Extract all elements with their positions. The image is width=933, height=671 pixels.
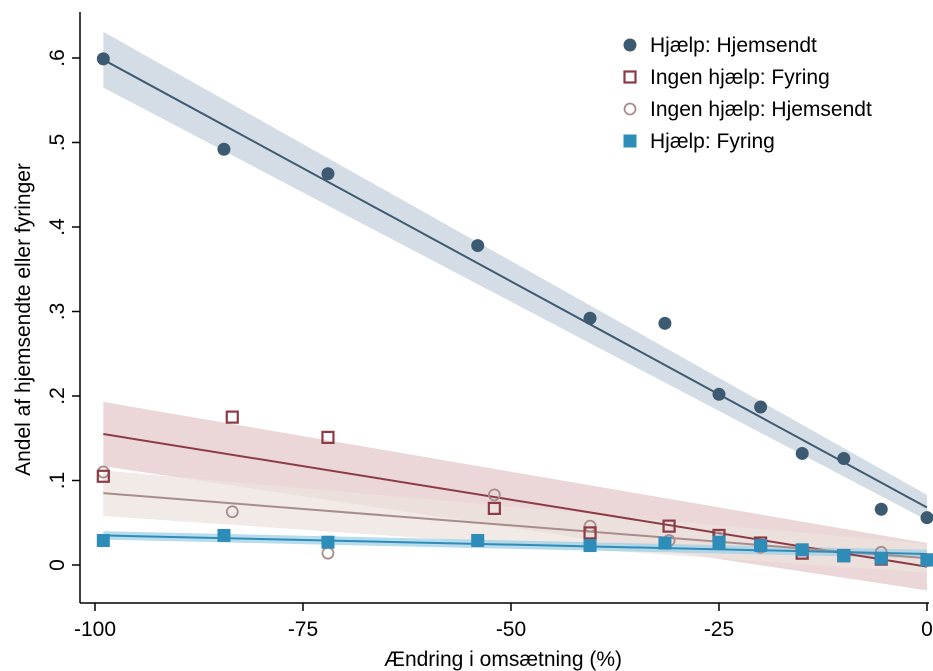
data-point xyxy=(658,316,672,330)
x-tick-label: -50 xyxy=(496,618,526,641)
axes: 0 .1 .2 .3 .4 .5 .6 -100 -75 -50 -25 0 Ændring i o… xyxy=(12,12,933,671)
data-point xyxy=(225,410,239,424)
x-axis-title: Ændring i omsætning (%) xyxy=(384,648,622,671)
data-point xyxy=(471,533,485,547)
data-point xyxy=(874,551,888,565)
data-point xyxy=(583,526,597,540)
data-point xyxy=(712,535,726,549)
legend-label: Hjælp: Hjemsendt xyxy=(650,34,817,57)
data-points xyxy=(96,52,933,568)
x-tick-label: -25 xyxy=(704,618,734,641)
y-axis-title: Andel af hjemsendte eller fyringer xyxy=(12,163,35,476)
y-tick-label: .2 xyxy=(46,387,69,405)
data-point xyxy=(471,239,485,253)
data-point xyxy=(795,446,809,460)
data-point xyxy=(662,519,676,533)
y-ticks: 0 .1 .2 .3 .4 .5 .6 xyxy=(46,49,80,571)
x-ticks: -100 -75 -50 -25 0 xyxy=(74,603,933,641)
data-point xyxy=(217,142,231,156)
legend-item: Hjælp: Hjemsendt xyxy=(623,34,817,57)
data-point xyxy=(712,387,726,401)
legend-item: Ingen hjælp: Hjemsendt xyxy=(623,98,872,121)
legend: Hjælp: Hjemsendt Ingen hjælp: Fyring Ingen… xyxy=(623,34,872,153)
fit-line xyxy=(103,492,928,560)
data-point xyxy=(217,528,231,542)
y-tick-label: .3 xyxy=(46,303,69,321)
data-point xyxy=(754,400,768,414)
data-point xyxy=(321,430,335,445)
y-tick-label: .4 xyxy=(46,218,69,236)
data-point xyxy=(837,452,851,466)
y-tick-label: 0 xyxy=(46,559,69,571)
data-point xyxy=(920,553,933,567)
data-point xyxy=(874,502,888,516)
fit-lines xyxy=(102,58,928,568)
data-point xyxy=(658,536,672,550)
legend-label: Ingen hjælp: Fyring xyxy=(650,66,830,89)
x-tick-label: -75 xyxy=(288,618,318,641)
fit-line xyxy=(103,534,928,556)
legend-marker xyxy=(623,70,637,84)
legend-marker xyxy=(623,102,637,116)
data-point xyxy=(225,505,239,519)
y-tick-label: .1 xyxy=(46,472,69,490)
legend-item: Hjælp: Fyring xyxy=(623,130,775,153)
data-point xyxy=(795,543,809,557)
data-point xyxy=(96,469,110,483)
x-tick-label: -100 xyxy=(74,618,116,641)
data-point xyxy=(487,501,501,515)
data-point xyxy=(321,535,335,549)
data-point xyxy=(754,539,768,553)
data-point xyxy=(96,52,110,66)
legend-marker xyxy=(623,38,637,52)
data-point xyxy=(583,519,597,533)
legend-label: Ingen hjælp: Hjemsendt xyxy=(650,98,872,121)
legend-item: Ingen hjælp: Fyring xyxy=(623,66,830,89)
data-point xyxy=(487,488,501,502)
data-point xyxy=(583,539,597,553)
fit-line xyxy=(102,58,928,509)
legend-label: Hjælp: Fyring xyxy=(650,130,775,153)
data-point xyxy=(96,533,110,547)
data-point xyxy=(920,511,933,525)
data-point xyxy=(583,311,597,325)
fit-line xyxy=(103,433,928,568)
data-point xyxy=(321,167,335,181)
data-point xyxy=(837,549,851,563)
legend-marker xyxy=(623,134,637,148)
y-tick-label: .5 xyxy=(46,134,69,152)
x-tick-label: 0 xyxy=(921,618,933,641)
y-tick-label: .6 xyxy=(46,49,69,67)
